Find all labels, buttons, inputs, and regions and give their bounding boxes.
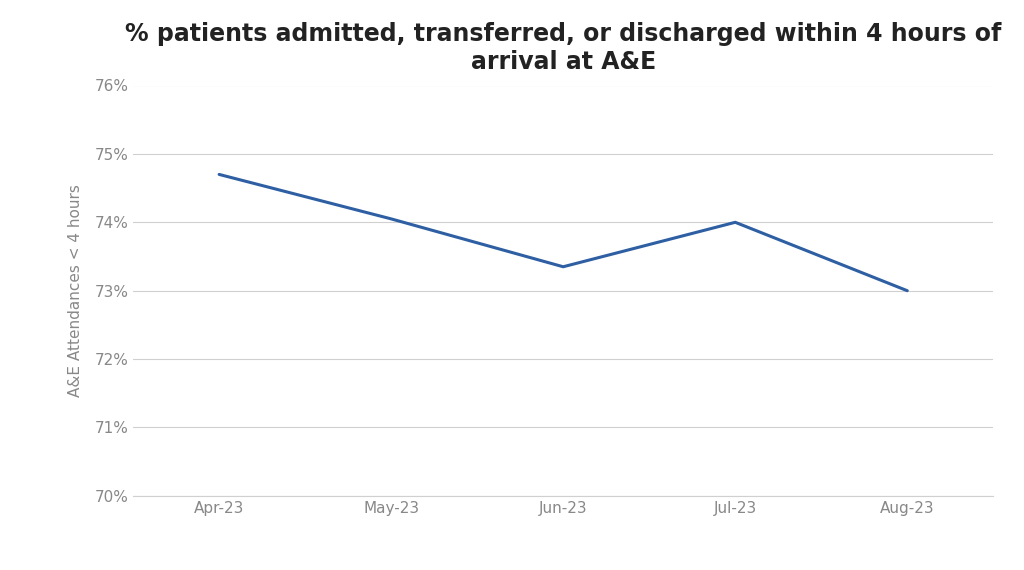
Title: % patients admitted, transferred, or discharged within 4 hours of
arrival at A&E: % patients admitted, transferred, or dis… [125, 22, 1001, 74]
Y-axis label: A&E Attendances < 4 hours: A&E Attendances < 4 hours [69, 184, 83, 397]
